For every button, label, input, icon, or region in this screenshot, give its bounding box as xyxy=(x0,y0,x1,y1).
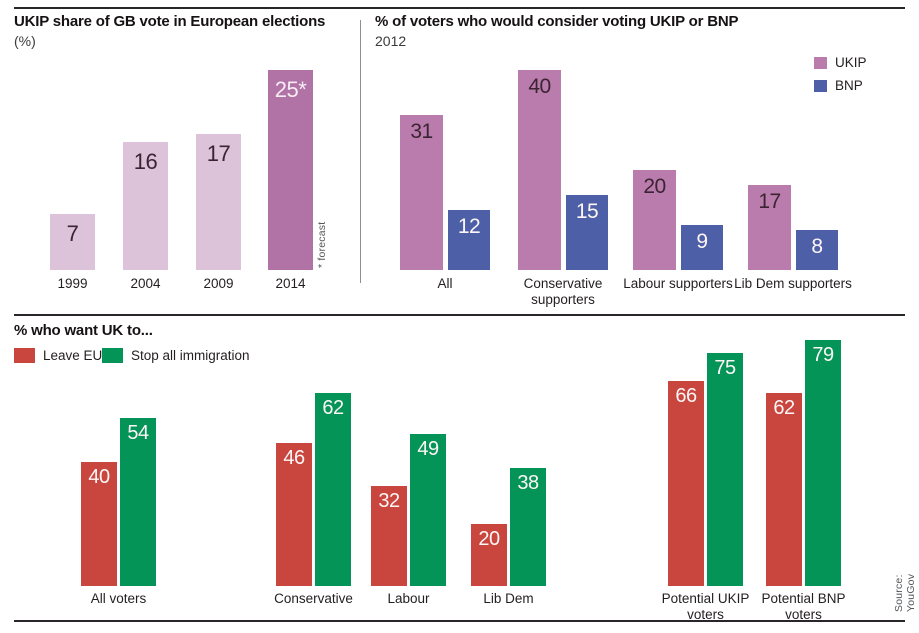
bar-leave-eu-all-voters: 40 xyxy=(81,462,117,586)
bar-ukip-all: 31 xyxy=(400,115,443,270)
bar-ukip-labour-supporters: 20 xyxy=(633,170,676,270)
bar-value-label: 40 xyxy=(528,75,551,98)
category-label-conservative: Conservative xyxy=(274,591,353,606)
bar-value-label: 46 xyxy=(283,447,305,469)
bar-stop-all-immigration-labour: 49 xyxy=(410,434,446,586)
category-label-lib-dem-supporters: Lib Dem supporters xyxy=(734,276,852,291)
bar-leave-eu-conservative: 46 xyxy=(276,443,312,586)
category-label-labour: Labour xyxy=(387,591,430,606)
bar-value-label: 25* xyxy=(274,77,307,102)
bar-ukip-share-2009: 17 xyxy=(196,134,241,270)
panel3-title: % who want UK to... xyxy=(14,322,153,339)
category-label-2014: 2014 xyxy=(275,276,306,291)
bottom-rule xyxy=(14,620,905,622)
panel2-title: % of voters who would consider voting UK… xyxy=(375,13,739,30)
bar-stop-all-immigration-conservative: 62 xyxy=(315,393,351,586)
category-label-conservative-supporters: Conservative supporters xyxy=(523,276,603,307)
bar-ukip-share-2014: 25* xyxy=(268,70,313,270)
mid-rule xyxy=(14,314,905,316)
bar-ukip-lib-dem-supporters: 17 xyxy=(748,185,791,270)
leave-eu-legend-swatch xyxy=(14,348,35,363)
bar-ukip-share-1999: 7 xyxy=(50,214,95,270)
bar-value-label: 20 xyxy=(643,175,666,198)
forecast-footnote: * forecast xyxy=(316,221,328,268)
bar-bnp-labour-supporters: 9 xyxy=(681,225,723,270)
bar-value-label: 20 xyxy=(478,528,500,550)
bar-ukip-conservative-supporters: 40 xyxy=(518,70,561,270)
bar-leave-eu-potential-ukip-voters: 66 xyxy=(668,381,704,586)
bar-leave-eu-lib-dem: 20 xyxy=(471,524,507,586)
bnp-legend-swatch xyxy=(814,79,827,92)
category-label-potential-bnp-voters: Potential BNP voters xyxy=(761,591,846,622)
bar-value-label: 75 xyxy=(714,357,736,379)
legend-item-ukip: UKIP xyxy=(814,55,867,70)
bar-stop-all-immigration-potential-ukip-voters: 75 xyxy=(707,353,743,586)
category-label-2009: 2009 xyxy=(203,276,234,291)
bar-value-label: 62 xyxy=(322,397,344,419)
category-label-labour-supporters: Labour supporters xyxy=(623,276,733,291)
panel1-title: UKIP share of GB vote in European electi… xyxy=(14,13,326,30)
category-label-potential-ukip-voters: Potential UKIP voters xyxy=(661,591,750,622)
bar-value-label: 38 xyxy=(517,472,539,494)
bar-value-label: 54 xyxy=(127,422,149,444)
bar-bnp-lib-dem-supporters: 8 xyxy=(796,230,838,270)
bar-value-label: 16 xyxy=(133,149,158,174)
source-credit: Source: YouGov xyxy=(893,573,917,612)
bar-value-label: 40 xyxy=(88,466,110,488)
bar-bnp-conservative-supporters: 15 xyxy=(566,195,608,270)
bar-stop-all-immigration-all-voters: 54 xyxy=(120,418,156,586)
bar-value-label: 32 xyxy=(378,490,400,512)
bar-value-label: 8 xyxy=(811,235,823,258)
bar-stop-all-immigration-lib-dem: 38 xyxy=(510,468,546,586)
bar-stop-all-immigration-potential-bnp-voters: 79 xyxy=(805,340,841,586)
category-label-all-voters: All voters xyxy=(90,591,147,606)
panel1-subtitle: (%) xyxy=(14,33,36,49)
bar-bnp-all: 12 xyxy=(448,210,490,270)
bar-value-label: 79 xyxy=(812,344,834,366)
category-label-all: All xyxy=(437,276,453,291)
stop-immigration-legend-label: Stop all immigration xyxy=(131,348,250,363)
ukip-legend-label: UKIP xyxy=(835,55,867,70)
bar-ukip-share-2004: 16 xyxy=(123,142,168,270)
bar-value-label: 49 xyxy=(417,438,439,460)
top-rule xyxy=(14,7,905,9)
legend-item-leave-eu: Leave EU xyxy=(14,348,102,363)
legend-item-stop-immigration: Stop all immigration xyxy=(102,348,250,363)
legend-item-bnp: BNP xyxy=(814,78,863,93)
bar-leave-eu-potential-bnp-voters: 62 xyxy=(766,393,802,586)
ukip-legend-swatch xyxy=(814,56,827,69)
bar-value-label: 31 xyxy=(410,120,433,143)
bar-value-label: 9 xyxy=(696,230,708,253)
leave-eu-legend-label: Leave EU xyxy=(43,348,103,363)
bar-value-label: 62 xyxy=(773,397,795,419)
bnp-legend-label: BNP xyxy=(835,78,863,93)
bar-value-label: 12 xyxy=(457,215,481,238)
bar-value-label: 66 xyxy=(675,385,697,407)
bar-value-label: 17 xyxy=(206,141,231,166)
panel2-subtitle: 2012 xyxy=(375,33,407,49)
bar-value-label: 17 xyxy=(758,190,781,213)
bar-value-label: 7 xyxy=(66,221,79,246)
category-label-2004: 2004 xyxy=(130,276,161,291)
stop-immigration-legend-swatch xyxy=(102,348,123,363)
panel-divider xyxy=(360,20,361,283)
category-label-lib-dem: Lib Dem xyxy=(483,591,534,606)
category-label-1999: 1999 xyxy=(57,276,88,291)
bar-value-label: 15 xyxy=(575,200,599,223)
bar-leave-eu-labour: 32 xyxy=(371,486,407,586)
